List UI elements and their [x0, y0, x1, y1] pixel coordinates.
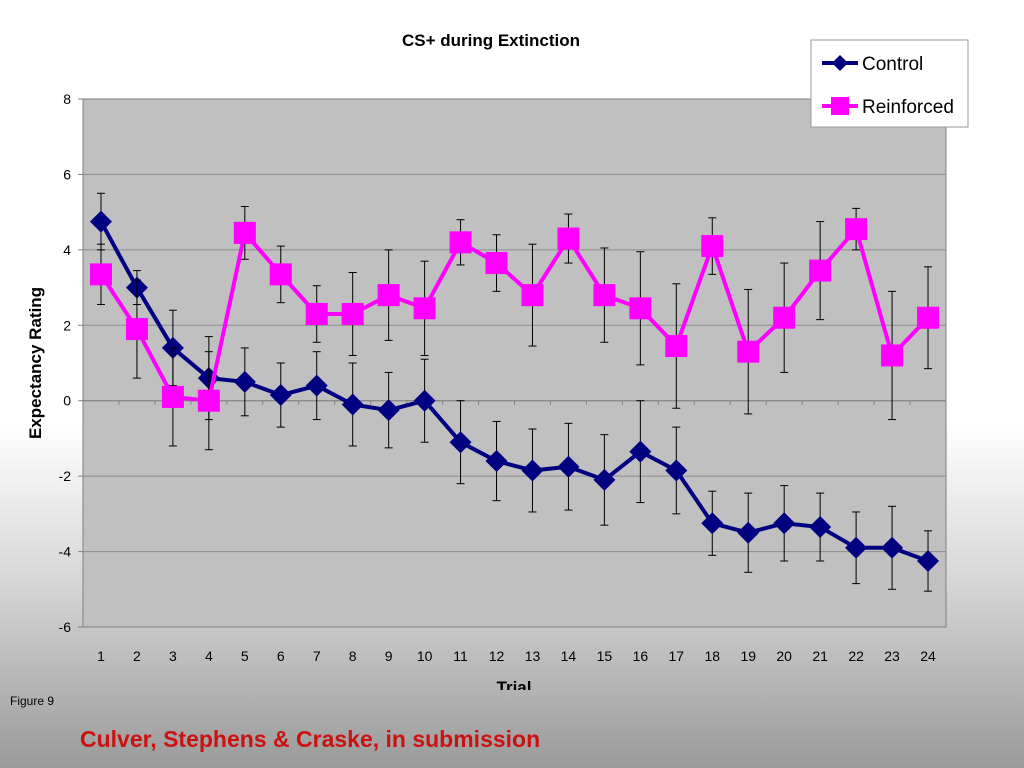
x-tick-label: 17 — [669, 648, 685, 664]
data-point — [557, 455, 580, 478]
x-tick-label: 9 — [385, 648, 393, 664]
data-point — [485, 450, 508, 473]
data-point — [773, 306, 796, 329]
x-tick-label: 3 — [169, 648, 177, 664]
chart-title: CS+ during Extinction — [402, 31, 580, 50]
x-tick-label: 11 — [453, 648, 468, 664]
y-tick-label: -2 — [59, 468, 72, 484]
data-point — [701, 512, 724, 535]
data-point — [809, 259, 832, 282]
data-point — [845, 536, 868, 559]
data-point — [917, 550, 940, 572]
x-tick-label: 24 — [920, 648, 936, 664]
data-point — [881, 344, 904, 367]
legend-marker-control — [832, 55, 848, 71]
legend-label-reinforced: Reinforced — [862, 97, 954, 118]
data-point — [917, 306, 940, 329]
x-tick-label: 8 — [349, 648, 357, 664]
x-tick-label: 13 — [525, 648, 541, 664]
x-tick-label: 7 — [313, 648, 321, 664]
data-point — [233, 221, 256, 244]
legend: Control Reinforced — [810, 39, 969, 128]
x-tick-label: 19 — [740, 648, 756, 664]
data-point — [161, 385, 184, 408]
x-tick-label: 23 — [884, 648, 900, 664]
data-point — [881, 536, 904, 559]
x-tick-label: 20 — [776, 648, 792, 664]
data-point — [845, 218, 868, 241]
data-point — [449, 431, 472, 454]
x-tick-label: 10 — [417, 648, 433, 664]
x-tick-label: 4 — [205, 648, 213, 664]
y-axis-label: Expectancy Rating — [26, 287, 45, 439]
data-point — [701, 235, 724, 258]
data-point — [521, 284, 544, 307]
y-tick-label: -4 — [59, 544, 72, 560]
legend-label-control: Control — [862, 54, 923, 75]
x-tick-label: 6 — [277, 648, 285, 664]
y-tick-label: 8 — [63, 91, 71, 107]
data-point — [593, 468, 616, 491]
data-point — [89, 263, 112, 286]
data-point — [305, 302, 328, 325]
data-point — [449, 231, 472, 254]
data-point — [305, 374, 328, 397]
x-tick-label: 12 — [489, 648, 505, 664]
figure-label: Figure 9 — [10, 694, 55, 708]
y-tick-label: 0 — [63, 393, 71, 409]
plot-area — [82, 98, 947, 628]
x-tick-label: 15 — [597, 648, 613, 664]
data-point — [629, 297, 652, 320]
data-point — [197, 389, 220, 412]
y-axis-ticks: -6 -4 -2 0 2 4 6 8 — [59, 91, 83, 635]
x-tick-label: 21 — [812, 648, 828, 664]
data-point — [413, 389, 436, 412]
y-tick-label: -6 — [59, 619, 72, 635]
data-point — [809, 516, 832, 539]
data-point — [773, 512, 796, 535]
x-tick-label: 5 — [241, 648, 249, 664]
series-layer — [89, 192, 940, 592]
data-point — [557, 227, 580, 250]
data-point — [413, 297, 436, 320]
data-point — [521, 459, 544, 482]
data-point — [665, 335, 688, 358]
legend-item-control: Control — [822, 54, 923, 75]
series-reinforced — [89, 205, 940, 451]
x-tick-label: 16 — [633, 648, 649, 664]
x-tick-label: 18 — [704, 648, 720, 664]
data-point — [269, 384, 292, 407]
data-point — [485, 252, 508, 275]
data-point — [269, 263, 292, 286]
x-tick-label: 22 — [848, 648, 864, 664]
x-axis-label: Trial — [497, 678, 532, 690]
y-tick-label: 6 — [63, 166, 71, 182]
legend-item-reinforced: Reinforced — [822, 97, 954, 118]
data-point — [737, 521, 760, 544]
x-axis-ticks: 1 2 3 4 5 6 7 8 9 10 11 12 13 14 15 16 17 18 19 20 21 22 23 24 — [97, 648, 936, 664]
x-tick-label: 2 — [133, 648, 141, 664]
data-point — [593, 284, 616, 307]
x-tick-label: 14 — [561, 648, 577, 664]
legend-marker-reinforced — [831, 97, 849, 115]
data-point — [377, 399, 400, 422]
y-tick-label: 2 — [63, 317, 71, 333]
data-point — [665, 459, 688, 482]
data-point — [737, 340, 760, 363]
data-point — [341, 393, 364, 416]
data-point — [341, 302, 364, 325]
data-point — [233, 370, 256, 393]
data-point — [89, 210, 112, 233]
data-point — [125, 318, 148, 341]
citation-text: Culver, Stephens & Craske, in submission — [80, 726, 541, 752]
y-tick-label: 4 — [63, 242, 71, 258]
data-point — [377, 284, 400, 307]
x-tick-label: 1 — [97, 648, 105, 664]
data-point — [629, 440, 652, 463]
